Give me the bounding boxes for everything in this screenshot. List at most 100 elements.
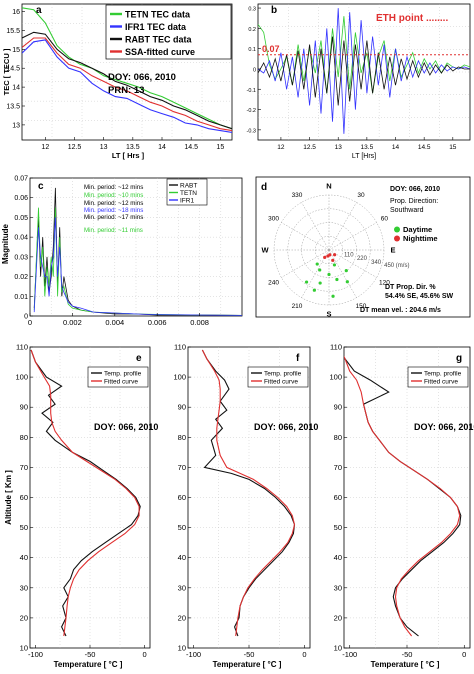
x-tick-label: 12.5 (68, 144, 82, 151)
y-tick-label: 40 (334, 553, 342, 562)
y-tick-label: 30 (20, 583, 28, 592)
polar-point (328, 253, 332, 257)
legend-entry: IFR1 (180, 198, 194, 205)
y-tick-label: 14 (12, 85, 20, 92)
x-axis-label: Temperature [ °C ] (371, 660, 440, 669)
y-tick-label: 60 (178, 493, 186, 502)
series-line-b-2 (258, 36, 470, 106)
polar-spoke (328, 249, 357, 298)
polar-point (318, 268, 322, 272)
polar-point (332, 263, 337, 267)
radial-label: 110 (344, 252, 354, 258)
annotation-dt-mean: DT mean vel. : 204.6 m/s (360, 307, 441, 314)
annotation-min-period: Min. period: ~17 mins (84, 214, 143, 221)
y-tick-label: 13 (12, 122, 20, 129)
x-axis-label: LT [ Hrs ] (112, 151, 145, 160)
legend-entry: Daytime (403, 225, 432, 234)
y-tick-label: 100 (329, 373, 342, 382)
y-tick-label: 0.3 (248, 7, 256, 13)
y-tick-label: 0.1 (248, 47, 256, 53)
series-line-e-0 (30, 349, 141, 637)
angle-label: 30 (357, 192, 365, 199)
y-tick-label: 20 (178, 613, 186, 622)
x-tick-label: 15 (449, 144, 457, 151)
legend-dot (394, 235, 400, 242)
polar-spoke (328, 202, 357, 251)
polar-point (312, 288, 316, 292)
x-tick-label: -100 (186, 650, 201, 659)
y-tick-label: 50 (334, 523, 342, 532)
x-tick-label: 14 (392, 144, 400, 151)
y-tick-label: 60 (334, 493, 342, 502)
legend-entry: TETN (180, 190, 197, 197)
y-tick-label: 80 (20, 433, 28, 442)
annotation-doy: DOY: 066, 2010 (254, 422, 318, 432)
y-tick-label: 0.01 (14, 294, 28, 301)
legend-entry: Fitted curve (104, 379, 138, 386)
y-axis-label: Altitude [ Km ] (4, 470, 13, 525)
annotation-min-period: Min. period: ~12 mins (84, 184, 143, 191)
legend-entry: RABT TEC data (125, 35, 192, 45)
x-tick-label: 0 (28, 318, 32, 327)
y-tick-label: 15.5 (6, 28, 20, 35)
x-tick-label: -50 (402, 650, 413, 659)
radial-label: 450 (m/s) (384, 263, 409, 269)
y-tick-label: 0.04 (14, 235, 28, 242)
legend-a (105, 4, 232, 60)
annotation-doy: DOY: 066, 2010 (414, 422, 474, 432)
x-tick-label: 0.008 (190, 318, 209, 327)
legend-g (407, 366, 469, 388)
y-tick-label: 30 (178, 583, 186, 592)
x-tick-label: 13.5 (361, 144, 374, 151)
y-tick-label: 14.5 (6, 66, 20, 73)
legend-entry: TETN TEC data (125, 10, 191, 20)
angle-label: 60 (381, 216, 389, 223)
annotation-prn: PRN: 13 (108, 85, 144, 96)
polar-spoke (328, 222, 377, 251)
annotation-min-period: Min. period: ~10 mins (84, 192, 143, 199)
y-tick-label: -0.3 (247, 128, 256, 134)
polar-point (331, 294, 335, 298)
y-tick-label: 110 (174, 343, 186, 352)
angle-label: E (390, 246, 395, 255)
y-tick-label: 90 (334, 403, 342, 412)
y-tick-label: 10 (334, 644, 342, 653)
polar-point (323, 255, 327, 260)
angle-label: S (326, 310, 331, 319)
annotation-dt-pct: 54.4% SE, 45.6% SW (385, 293, 453, 300)
polar-ring (287, 208, 371, 292)
y-tick-label: 90 (20, 403, 28, 412)
polar-ring (315, 236, 343, 264)
annotation-dt-prop: DT Prop. Dir. % (385, 284, 436, 291)
angle-label: 210 (292, 303, 303, 310)
x-tick-label: 0 (462, 650, 466, 659)
angle-label: N (326, 182, 331, 191)
annotation-southward: Southward (390, 207, 424, 214)
x-tick-label: 0 (142, 650, 146, 659)
panel-label-b: b (271, 5, 277, 16)
y-tick-label: 30 (334, 583, 342, 592)
annotation-prop-dir: Prop. Direction: (390, 198, 438, 205)
legend-entry: Fitted curve (424, 379, 458, 386)
legend-entry: SSA-fitted curve (125, 47, 195, 57)
x-tick-label: 13 (335, 144, 343, 151)
annotation-min-period: Min. period: ~12 mins (84, 200, 143, 207)
legend-dot (394, 226, 400, 233)
y-tick-label: 15 (12, 47, 20, 54)
x-tick-label: 12 (41, 144, 49, 151)
legend-entry: Temp. profile (104, 371, 142, 378)
angle-label: 300 (268, 216, 279, 223)
x-tick-label: -100 (342, 650, 357, 659)
y-axis-label: TEC [ TECU ] (2, 48, 11, 95)
polar-point (304, 280, 309, 284)
x-axis-label: Temperature [ °C ] (213, 660, 282, 669)
legend-f (247, 366, 309, 388)
series-line-f-1 (201, 349, 296, 637)
legend-entry: Fitted curve (264, 379, 298, 386)
series-line-c-0 (33, 187, 242, 316)
y-tick-label: 40 (178, 553, 186, 562)
angle-label: 330 (292, 192, 303, 199)
x-tick-label: 0.002 (63, 318, 82, 327)
y-tick-label: -0.2 (247, 108, 256, 114)
annotation-doy: DOY: 066, 2010 (94, 422, 158, 432)
